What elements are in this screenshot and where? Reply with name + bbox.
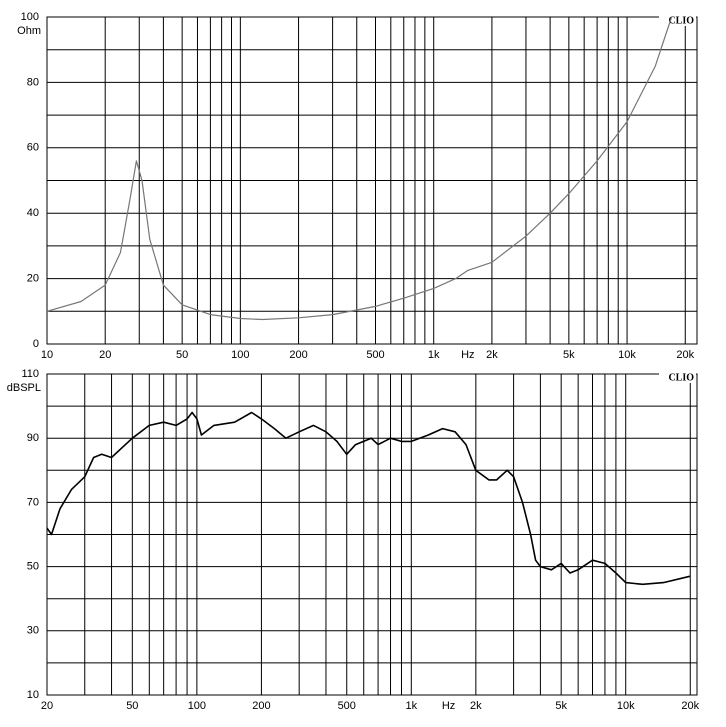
line bbox=[46, 16, 673, 321]
y-axis-label: dBSPL bbox=[7, 382, 41, 394]
x-axis-label: Hz bbox=[461, 349, 474, 361]
y-tick-label: 50 bbox=[27, 561, 39, 573]
x-tick-label: 2k bbox=[470, 700, 482, 712]
y-tick-label: 100 bbox=[21, 11, 39, 23]
plot-frame bbox=[46, 373, 698, 696]
x-tick-label: 5k bbox=[555, 700, 567, 712]
y-tick-label: 10 bbox=[27, 689, 39, 701]
x-tick-label: 500 bbox=[366, 349, 384, 361]
y-axis-label: Ohm bbox=[17, 25, 41, 37]
x-tick-label: 20 bbox=[99, 349, 111, 361]
x-tick-label: 200 bbox=[252, 700, 270, 712]
y-tick-label: 110 bbox=[21, 368, 39, 380]
brand: CLIO bbox=[668, 372, 694, 383]
y-tick-label: 40 bbox=[27, 207, 39, 219]
x-tick-label: 200 bbox=[289, 349, 307, 361]
brand-bg bbox=[659, 16, 696, 26]
y-tick-label: 90 bbox=[27, 432, 39, 444]
y-tick-label: 60 bbox=[27, 142, 39, 154]
x-tick-label: 2k bbox=[486, 349, 498, 361]
x-tick-label: 10k bbox=[618, 349, 636, 361]
plot-frame bbox=[46, 16, 698, 345]
x-axis-label: Hz bbox=[442, 700, 455, 712]
x-tick-label: 50 bbox=[176, 349, 188, 361]
x-tick-label: 20k bbox=[676, 349, 694, 361]
y-tick-label: 20 bbox=[27, 273, 39, 285]
y-tick-label: 80 bbox=[27, 76, 39, 88]
x-tick-label: 20 bbox=[41, 700, 53, 712]
x-tick-label: 10k bbox=[617, 700, 635, 712]
brand: CLIO bbox=[668, 15, 694, 26]
x-tick-label: 1k bbox=[428, 349, 440, 361]
x-tick-label: 20k bbox=[681, 700, 699, 712]
line bbox=[46, 411, 691, 586]
y-tick-label: 30 bbox=[27, 625, 39, 637]
x-tick-label: 50 bbox=[126, 700, 138, 712]
x-tick-label: 100 bbox=[188, 700, 206, 712]
x-tick-label: 5k bbox=[563, 349, 575, 361]
brand-bg bbox=[659, 373, 696, 383]
x-tick-label: 500 bbox=[338, 700, 356, 712]
x-tick-label: 10 bbox=[41, 349, 53, 361]
x-tick-label: 1k bbox=[405, 700, 417, 712]
x-tick-label: 100 bbox=[231, 349, 249, 361]
y-tick-label: 70 bbox=[27, 496, 39, 508]
y-tick-label: 0 bbox=[33, 338, 39, 350]
